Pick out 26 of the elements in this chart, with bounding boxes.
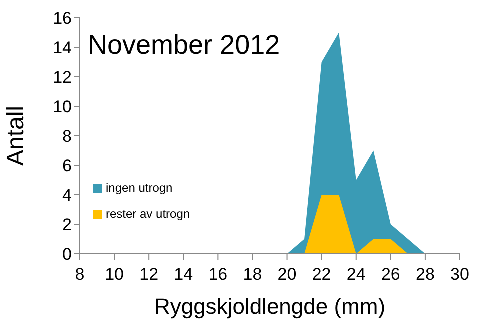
x-tick-label: 26 <box>381 265 400 284</box>
y-tick-label: 4 <box>62 186 72 206</box>
x-tick-label: 18 <box>243 265 262 284</box>
y-tick-label: 14 <box>53 38 72 58</box>
x-tick-label: 24 <box>346 265 366 284</box>
x-tick-label: 30 <box>450 265 470 284</box>
y-tick-label: 12 <box>53 68 72 88</box>
x-tick-label: 22 <box>312 265 332 284</box>
y-tick-label: 6 <box>62 156 72 176</box>
x-tick-label: 8 <box>75 265 85 284</box>
chart-title: November 2012 <box>88 30 280 61</box>
x-tick-label: 16 <box>208 265 228 284</box>
x-tick-label: 10 <box>105 265 124 284</box>
x-tick-label: 14 <box>174 265 194 284</box>
y-axis-title: Antall <box>2 106 30 166</box>
legend-label: rester av utrogn <box>106 207 190 221</box>
y-tick-label: 2 <box>62 216 72 235</box>
y-tick-label: 0 <box>62 245 72 264</box>
legend-label: ingen utrogn <box>106 181 173 195</box>
x-tick-label: 12 <box>140 265 159 284</box>
x-tick-label: 28 <box>416 265 435 284</box>
x-tick-label: 20 <box>278 265 297 284</box>
y-tick-label: 8 <box>62 127 72 146</box>
y-tick-label: 10 <box>53 98 72 117</box>
y-tick-label: 16 <box>53 9 72 28</box>
x-axis-title: Ryggskjoldlengde (mm) <box>154 294 386 319</box>
